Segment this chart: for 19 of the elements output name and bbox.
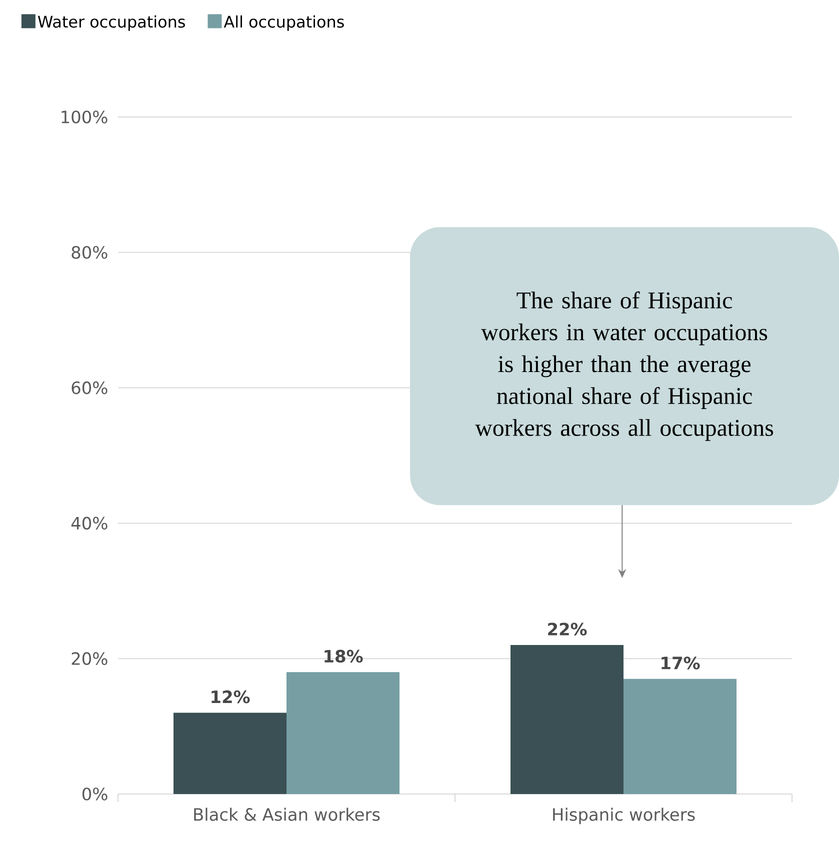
x-tick-label: Black & Asian workers [194,808,380,821]
y-tick-label: 0% [82,788,108,800]
y-tick-label: 40% [71,516,108,530]
bar [510,645,624,794]
annotation: The share of Hispanic workers in water occupations is higher than the average national share of Hispanic workers across all occupations [475,291,774,441]
data-label: 22% [548,622,587,636]
data-label: 12% [212,690,250,704]
bar [624,678,737,794]
y-tick-label: 80% [72,246,108,259]
data-label: 17% [662,656,700,670]
y-tick-label: 20% [72,652,108,665]
x-tick-label: Hispanic workers [553,808,695,824]
y-tick-label: 60% [72,381,108,394]
bar [174,712,287,794]
data-label: 18% [324,650,363,663]
y-tick-label: 100% [62,110,108,124]
legend-label: Water occupations [38,15,185,31]
bar [286,672,400,794]
legend-label: All occupations [224,15,344,31]
